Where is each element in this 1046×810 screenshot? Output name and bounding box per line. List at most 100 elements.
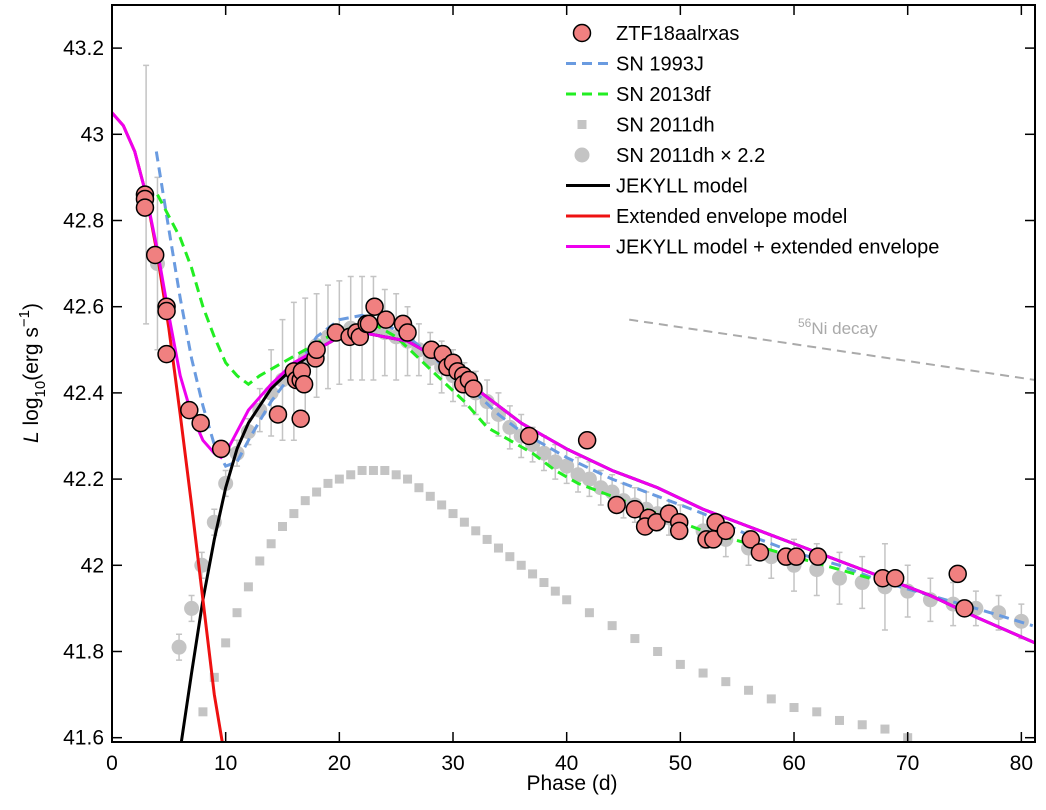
square-point (550, 586, 560, 596)
square-point (289, 509, 299, 519)
data-point (750, 543, 770, 562)
x-tick-label: 30 (441, 752, 464, 775)
data-point (145, 245, 165, 265)
y-tick-label: 41.6 (63, 727, 104, 750)
square-point (562, 595, 572, 605)
square-point (516, 560, 526, 570)
data-point (157, 301, 176, 321)
y-tick-label: 42.8 (63, 209, 104, 232)
square-point (675, 659, 685, 669)
y-label-part: L (20, 431, 43, 443)
square-point (857, 720, 867, 730)
square-point (357, 465, 367, 475)
model-line (179, 331, 1035, 742)
data-point (647, 512, 666, 532)
square-point (505, 552, 515, 562)
data-point (955, 599, 974, 618)
circle-point (536, 445, 552, 461)
y-label-part: ) (20, 303, 43, 310)
circle-point (570, 467, 586, 483)
data-point (464, 379, 483, 398)
y-tick-label: 43.2 (63, 37, 104, 60)
data-point (180, 400, 199, 420)
data-point (191, 413, 210, 433)
legend-marker (577, 120, 587, 129)
data-point (669, 521, 689, 541)
square-point (346, 470, 356, 480)
y-tick-label: 42.4 (63, 382, 104, 405)
square-point (266, 539, 276, 549)
square-point (391, 470, 401, 480)
circle-point (593, 480, 609, 496)
annotation-part: Ni decay (811, 319, 878, 338)
circle-point (171, 639, 187, 655)
square-point (403, 474, 413, 484)
circle-point (581, 471, 597, 487)
square-point (368, 465, 378, 475)
data-point (307, 340, 326, 360)
y-tick-label: 43 (81, 123, 104, 146)
legend-marker (574, 147, 590, 163)
square-point (323, 478, 333, 488)
square-point (493, 543, 503, 553)
circle-point (831, 570, 847, 586)
x-tick-label: 80 (1010, 752, 1033, 775)
square-point (766, 694, 776, 704)
data-point (519, 426, 539, 446)
square-point (334, 474, 344, 484)
square-point (471, 526, 481, 536)
data-point (291, 409, 310, 429)
circle-point (547, 454, 563, 470)
legend: SN 2011dh × 2.2 SN 2011dh SN 1993J SN 2013d… (566, 23, 939, 259)
square-point (209, 672, 219, 682)
data-point (268, 405, 288, 424)
square-point (278, 522, 288, 532)
legend-label: Extended envelope model (616, 206, 847, 228)
x-tick-label: 40 (555, 752, 578, 775)
legend-label: SN 2011dh (616, 115, 715, 137)
circle-point (809, 562, 825, 578)
square-point (698, 668, 708, 678)
data-point (625, 500, 645, 519)
square-point (721, 677, 731, 687)
square-point (459, 517, 469, 527)
x-axis-label: Phase (d) (526, 772, 617, 795)
square-point (880, 724, 890, 734)
y-label-part: log (20, 397, 43, 431)
square-point (539, 578, 549, 588)
square-point (300, 496, 310, 506)
square-point (744, 685, 754, 695)
square-point (789, 703, 799, 713)
square-point (834, 715, 844, 725)
y-tick-label: 42 (81, 554, 104, 577)
x-tick-label: 0 (106, 752, 118, 775)
ni-decay-line (629, 318, 1035, 381)
square-point (653, 646, 663, 656)
y-tick-label: 42.2 (63, 468, 104, 491)
circle-point (184, 600, 200, 616)
data-point (211, 439, 231, 459)
legend-label: SN 1993J (616, 54, 704, 76)
square-point (198, 707, 208, 717)
data-point (294, 375, 314, 394)
y-axis-label: L log10(erg s−1) (16, 303, 49, 443)
legend-label: JEKYLL model + extended envelope (616, 237, 939, 259)
data-point (716, 521, 736, 541)
square-point (312, 487, 322, 497)
data-point (376, 310, 396, 329)
circle-point (854, 575, 870, 591)
square-point (630, 634, 640, 644)
model-line (154, 151, 1034, 628)
y-tick-label: 42.6 (63, 296, 104, 319)
square-point (232, 608, 242, 618)
square-point (437, 500, 447, 510)
legend-label: JEKYLL model (616, 176, 748, 198)
data-point (359, 314, 379, 334)
x-tick-label: 20 (328, 752, 351, 775)
square-point (414, 483, 424, 493)
data-point (365, 297, 384, 316)
data-point (135, 198, 155, 217)
legend-label: ZTF18aalrxas (616, 23, 739, 45)
square-point (425, 491, 435, 501)
